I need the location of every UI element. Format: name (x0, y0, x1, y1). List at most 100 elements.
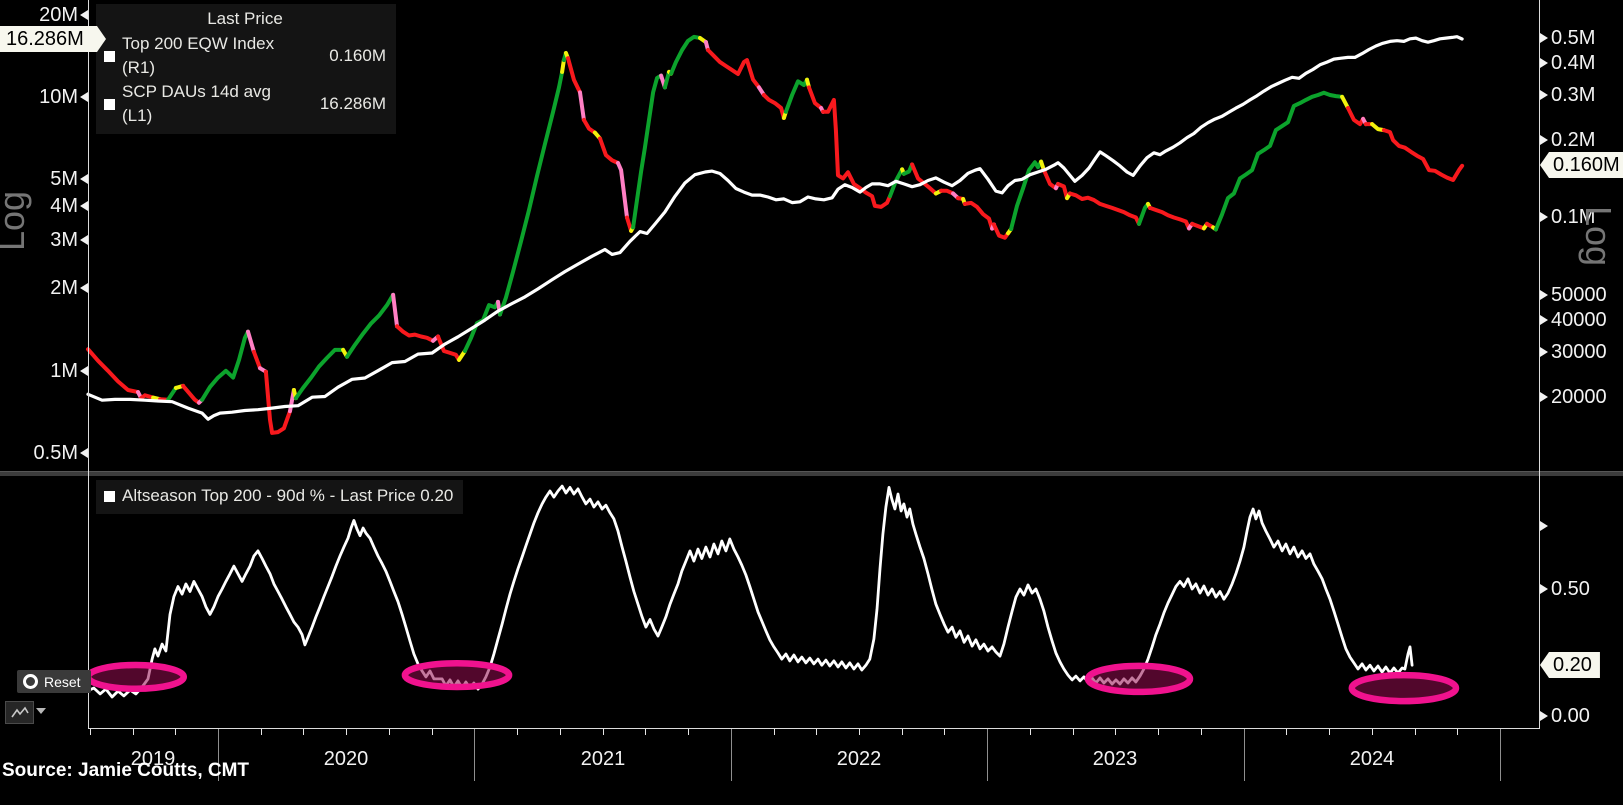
eqw-index-line-segment (200, 329, 250, 402)
chart-type-button[interactable] (5, 701, 34, 724)
bottom-axis-tick-label: 0.50 (1551, 578, 1590, 600)
eqw-index-line-segment (1137, 201, 1150, 226)
eqw-index-line-segment (939, 188, 956, 196)
eqw-index-line-segment (246, 329, 256, 354)
x-axis-minor-tick (645, 729, 646, 735)
eqw-index-swatch-icon (104, 50, 115, 62)
year-separator-line (731, 729, 732, 781)
left-axis-tick-label: 0.5M (33, 442, 78, 464)
scp-daus-last-price: 16.286M (319, 94, 386, 113)
x-axis-minor-tick (261, 729, 262, 735)
top-legend: Last Price Top 200 EQW Index (R1) 0.160M… (96, 4, 396, 134)
left-axis-tick-label: 4M (50, 195, 78, 217)
left-axis-tick-label: 10M (39, 86, 78, 108)
reset-button[interactable]: Reset (17, 670, 91, 693)
reset-circle-icon (23, 674, 38, 689)
eqw-index-line-segment (1213, 90, 1345, 232)
eqw-index-line-segment (631, 73, 664, 230)
eqw-index-line-segment (181, 383, 201, 405)
right-axis-tick-label: 0.4M (1551, 52, 1596, 74)
x-axis-line (88, 728, 1540, 729)
plot-right-border (1539, 0, 1540, 728)
legend-item-altseason[interactable]: Altseason Top 200 - 90d % - Last Price 0… (104, 484, 453, 508)
right-axis-tick-arrow-icon (1540, 135, 1548, 145)
eqw-index-line-segment (293, 347, 346, 401)
right-axis-tick-arrow-icon (1540, 315, 1548, 325)
left-axis-tick-arrow-icon (80, 92, 88, 102)
eqw-index-line-segment (1009, 159, 1044, 231)
right-axis-tick-arrow-icon (1540, 212, 1548, 222)
eqw-index-line-segment (1346, 106, 1366, 127)
left-axis-tick-arrow-icon (80, 235, 88, 245)
x-axis-minor-tick (346, 729, 347, 735)
right-axis-tick-label: 0.3M (1551, 84, 1596, 106)
eqw-index-line-segment (821, 97, 892, 209)
left-axis-tick-label: 5M (50, 168, 78, 190)
x-axis-minor-tick (1329, 729, 1330, 735)
eqw-index-line-segment (566, 56, 582, 95)
chart-type-dropdown-caret[interactable] (36, 708, 46, 714)
scp-daus-value-badge: 16.286M (0, 26, 106, 52)
low-zone-ellipse (84, 661, 188, 693)
right-axis-tick-label: 0.5M (1551, 27, 1596, 49)
year-separator-line (1244, 729, 1245, 781)
left-axis-tick-label: 20M (39, 4, 78, 26)
bottom-axis-tick-label: 0.00 (1551, 705, 1590, 727)
bottom-legend: Altseason Top 200 - 90d % - Last Price 0… (96, 480, 464, 514)
x-axis-minor-tick (517, 729, 518, 735)
low-zone-ellipse (1348, 671, 1460, 705)
legend-item-scp-daus[interactable]: SCP DAUs 14d avg (L1) 16.286M (104, 80, 386, 128)
eqw-index-line-segment (1381, 128, 1465, 182)
eqw-index-line-segment (1068, 191, 1141, 226)
x-axis-minor-tick (902, 729, 903, 735)
x-axis-minor-tick (560, 729, 561, 735)
eqw-index-line-segment (669, 34, 702, 76)
year-separator-line (1500, 729, 1501, 781)
right-axis-tick-label: 0.2M (1551, 129, 1596, 151)
x-axis-minor-tick (1158, 729, 1159, 735)
right-axis-tick-arrow-icon (1540, 290, 1548, 300)
year-separator-line (987, 729, 988, 781)
x-axis-minor-tick (688, 729, 689, 735)
eqw-index-line-segment (166, 385, 178, 402)
x-axis-year-label: 2020 (323, 748, 369, 770)
eqw-index-line-segment (807, 85, 824, 110)
x-axis-year-label: 2021 (580, 748, 626, 770)
eqw-index-line-segment (263, 369, 292, 435)
x-axis-minor-tick (432, 729, 433, 735)
right-axis-tick-arrow-icon (1540, 392, 1548, 402)
x-axis-minor-tick (1286, 729, 1287, 735)
left-axis-tick-label: 1M (50, 360, 78, 382)
left-axis-tick-arrow-icon (80, 283, 88, 293)
eqw-index-last-price: 0.160M (329, 46, 386, 65)
eqw-index-line-segment (1056, 182, 1069, 201)
eqw-index-line-segment (662, 69, 671, 90)
scp-daus-swatch-icon (104, 98, 115, 110)
eqw-index-line-segment (598, 136, 620, 165)
eqw-index-value-badge: 0.160M (1540, 152, 1623, 178)
source-attribution: Source: Jamie Coutts, CMT (2, 760, 250, 781)
eqw-index-label: Top 200 EQW Index (R1) (122, 34, 275, 77)
reset-button-label: Reset (44, 673, 81, 690)
right-axis-tick-label: 0.1M (1551, 206, 1596, 228)
eqw-index-line-segment (761, 93, 786, 120)
legend-item-eqw-index[interactable]: Top 200 EQW Index (R1) 0.160M (104, 32, 386, 80)
low-zone-ellipse (401, 659, 513, 691)
eqw-index-line-segment (1340, 94, 1350, 110)
x-axis-minor-tick (1201, 729, 1202, 735)
eqw-index-line-segment (1041, 168, 1058, 191)
x-axis-minor-tick (603, 729, 604, 735)
left-axis-tick-label: 3M (50, 229, 78, 251)
bottom-axis-tick-arrow-icon (1540, 521, 1548, 531)
line-chart-icon (10, 706, 29, 718)
right-axis-tick-arrow-icon (1540, 33, 1548, 43)
low-zone-ellipse (1084, 662, 1194, 696)
left-axis-tick-label: 2M (50, 277, 78, 299)
eqw-index-line-segment (498, 69, 565, 317)
x-axis-minor-tick (1457, 729, 1458, 735)
right-log-scale-label: Log (1578, 205, 1620, 267)
x-axis-minor-tick (389, 729, 390, 735)
right-axis-tick-label: 40000 (1551, 309, 1607, 331)
eqw-index-line-segment (783, 77, 809, 114)
